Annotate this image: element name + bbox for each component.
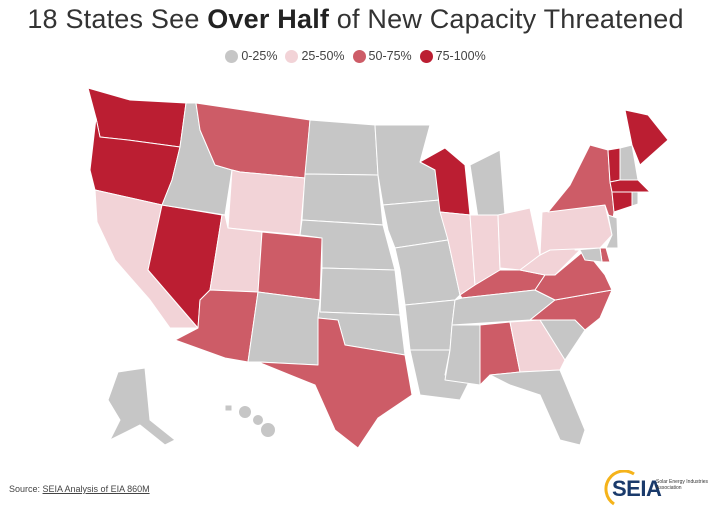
legend-swatch bbox=[285, 49, 299, 63]
legend-item: 0-25% bbox=[225, 49, 277, 63]
state-hi-island bbox=[239, 406, 251, 418]
legend-item: 50-75% bbox=[352, 49, 412, 63]
state-vt bbox=[607, 147, 621, 183]
source-link[interactable]: SEIA Analysis of EIA 860M bbox=[42, 484, 150, 494]
state-nj bbox=[605, 214, 619, 249]
state-ma bbox=[609, 179, 651, 193]
state-fl bbox=[489, 369, 586, 446]
state-me bbox=[624, 109, 669, 166]
state-hi-island bbox=[261, 423, 275, 437]
source-note: Source: SEIA Analysis of EIA 860M bbox=[9, 484, 150, 494]
state-ia bbox=[382, 199, 449, 249]
legend-swatch bbox=[225, 49, 239, 63]
legend-item: 75-100% bbox=[419, 49, 486, 63]
state-wy bbox=[227, 169, 306, 236]
legend-item: 25-50% bbox=[285, 49, 345, 63]
state-ak bbox=[107, 367, 176, 446]
seia-logo: SEIA Solar Energy Industries Association bbox=[600, 470, 710, 506]
state-sd bbox=[301, 173, 384, 226]
map-title: 18 States See Over Half of New Capacity … bbox=[27, 4, 684, 34]
state-hi-island bbox=[253, 415, 263, 425]
legend: 0-25% 25-50% 50-75% 75-100% bbox=[0, 49, 711, 63]
state-ks bbox=[319, 267, 401, 316]
state-hi bbox=[224, 404, 233, 412]
state-nd bbox=[304, 119, 379, 176]
state-md bbox=[574, 247, 603, 263]
state-ri bbox=[631, 191, 639, 207]
state-ar bbox=[404, 299, 456, 351]
state-ct bbox=[611, 191, 633, 213]
legend-swatch bbox=[352, 49, 366, 63]
state-co bbox=[257, 231, 323, 301]
state-ms bbox=[444, 324, 481, 386]
state-nm bbox=[247, 291, 321, 366]
state-tx bbox=[257, 317, 413, 449]
state-mi bbox=[469, 149, 506, 219]
legend-swatch bbox=[419, 49, 433, 63]
sun-arc-icon bbox=[604, 470, 635, 506]
